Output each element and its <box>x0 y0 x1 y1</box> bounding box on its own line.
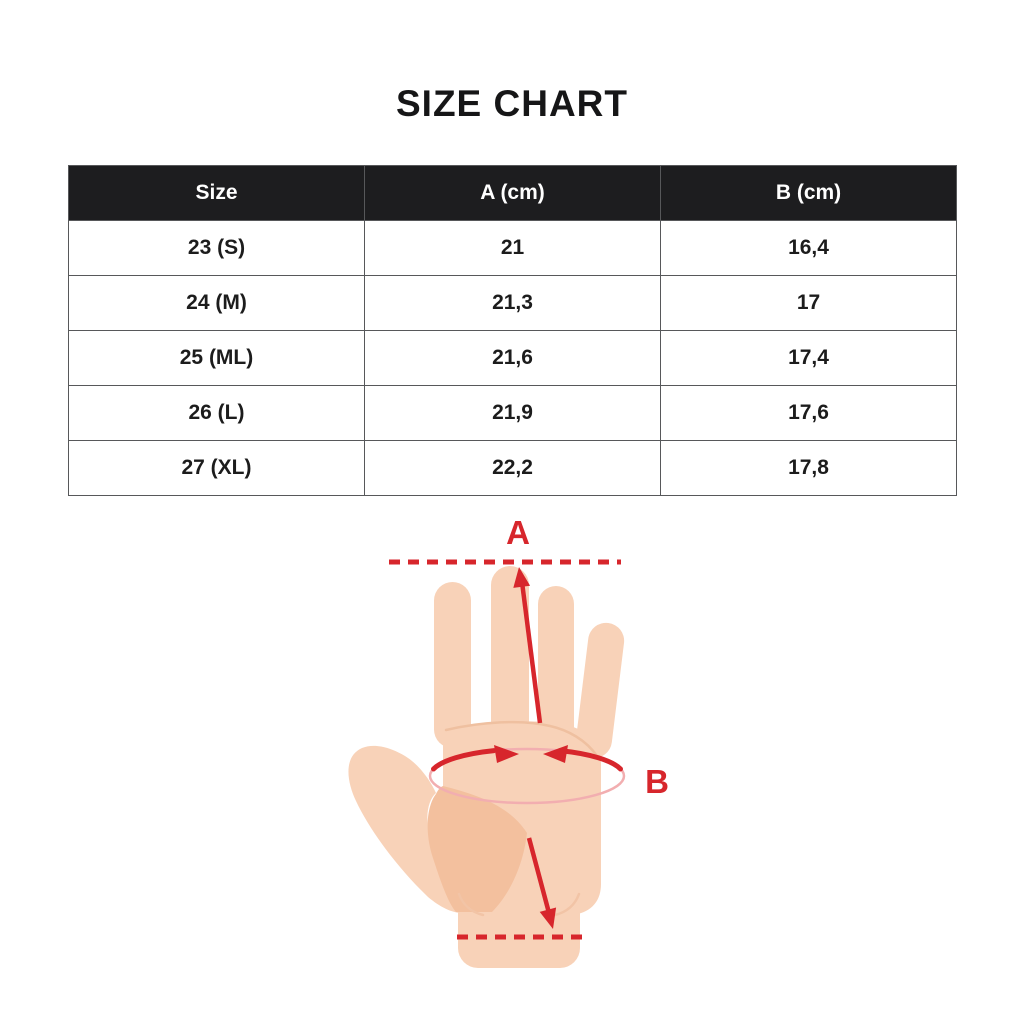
table-header-row: Size A (cm) B (cm) <box>68 165 957 221</box>
cell-size: 23 (S) <box>68 220 365 276</box>
middle-finger <box>491 566 529 742</box>
table-row: 23 (S) 21 16,4 <box>68 220 957 276</box>
cell-b: 17,4 <box>660 330 957 386</box>
cell-b: 17,8 <box>660 440 957 496</box>
length-arrow-up-line <box>519 581 543 724</box>
column-header-b-cm: B (cm) <box>660 165 957 221</box>
cell-b: 17 <box>660 275 957 331</box>
page-title: SIZE CHART <box>396 83 628 124</box>
table-row: 27 (XL) 22,2 17,8 <box>68 440 957 496</box>
size-table-body: 23 (S) 21 16,4 24 (M) 21,3 17 25 (ML) 21… <box>68 220 957 496</box>
length-arrow-down-head <box>539 907 557 929</box>
cell-a: 21 <box>364 220 661 276</box>
table-row: 24 (M) 21,3 17 <box>68 275 957 331</box>
circumference-arc-right <box>557 748 623 772</box>
length-arrow-up-head <box>513 567 531 588</box>
wrist-seam-left <box>457 892 485 917</box>
cell-a: 21,3 <box>364 275 661 331</box>
cell-a: 21,9 <box>364 385 661 441</box>
circumference-arc-left <box>431 748 497 772</box>
cell-a: 22,2 <box>364 440 661 496</box>
cell-b: 17,6 <box>660 385 957 441</box>
table-row: 26 (L) 21,9 17,6 <box>68 385 957 441</box>
cell-size: 24 (M) <box>68 275 365 331</box>
knuckle-line <box>444 720 599 758</box>
measurement-a: A <box>389 514 621 940</box>
circumference-arrow-right-head <box>543 745 568 763</box>
cell-size: 26 (L) <box>68 385 365 441</box>
wrist-seam-right <box>553 892 581 917</box>
size-table: Size A (cm) B (cm) 23 (S) 21 16,4 24 (M)… <box>68 165 957 496</box>
table-row: 25 (ML) 21,6 17,4 <box>68 330 957 386</box>
palm-circumference-ellipse <box>428 747 626 805</box>
cell-b: 16,4 <box>660 220 957 276</box>
cell-size: 27 (XL) <box>68 440 365 496</box>
measurement-b: B <box>428 745 669 805</box>
hand-illustration <box>348 566 625 968</box>
cell-a: 21,6 <box>364 330 661 386</box>
column-header-a-cm: A (cm) <box>364 165 661 221</box>
ring-finger <box>538 586 574 750</box>
size-table-header: Size A (cm) B (cm) <box>68 165 957 221</box>
pinky-finger <box>575 622 625 759</box>
circumference-arrow-left-head <box>494 745 519 763</box>
palm-shade <box>427 786 527 912</box>
cell-size: 25 (ML) <box>68 330 365 386</box>
measurement-b-label: B <box>645 763 669 800</box>
column-header-size: Size <box>68 165 365 221</box>
index-finger <box>434 582 471 748</box>
measurement-a-label: A <box>506 514 530 551</box>
length-arrow-down-line <box>526 837 552 914</box>
